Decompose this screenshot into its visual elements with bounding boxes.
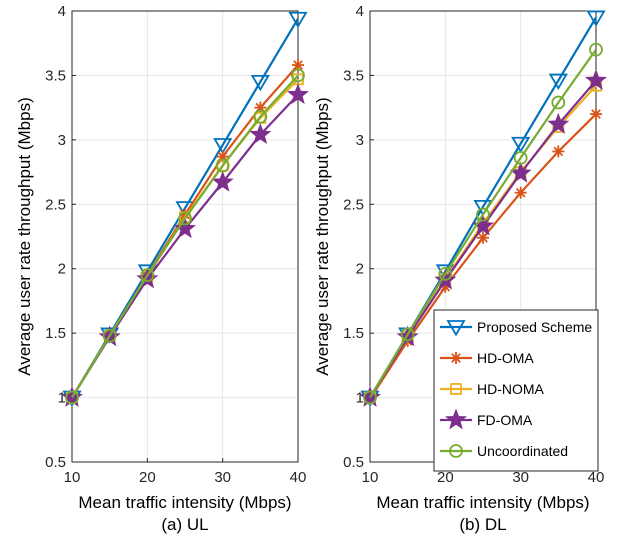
legend-item: Proposed Scheme [440,319,592,337]
legend-label: Uncoordinated [477,443,568,459]
data-point-marker [216,159,229,172]
data-point-marker [174,217,196,239]
series-uncoordinated [65,68,305,405]
data-point-marker [514,186,527,199]
y-axis-label: Average user rate throughput (Mbps) [313,97,332,375]
data-point-marker [215,158,230,173]
series-line [369,49,597,399]
data-point-marker [438,266,453,281]
x-tick-label: 40 [588,469,605,486]
legend-marker [446,320,466,337]
data-point-marker [288,11,308,29]
data-point-marker [250,74,270,92]
data-point-marker [477,231,489,244]
legend-label: FD-OMA [477,412,533,428]
legend-item: HD-NOMA [440,381,545,397]
data-point-marker [65,390,79,405]
x-axis-label: Mean traffic intensity (Mbps) [78,493,291,512]
y-tick-label: 4 [58,3,66,20]
y-axis-label: Average user rate throughput (Mbps) [15,97,34,375]
data-point-marker [363,390,377,405]
legend-label: HD-OMA [477,350,534,366]
x-tick-label: 40 [290,469,307,486]
data-point-marker [548,73,568,90]
data-point-marker [178,211,192,226]
series-line [71,74,299,399]
y-tick-label: 1 [58,390,66,407]
axes-box [71,10,299,463]
data-point-marker [287,83,309,105]
legend: Proposed Scheme HD-OMA HD-NOMA FD-OMA Uncoor… [433,309,599,472]
x-tick-label: 20 [139,469,156,486]
x-tick-label: 20 [437,469,454,486]
x-tick-label: 30 [214,469,231,486]
data-point-marker [585,69,607,90]
data-point-marker [253,109,268,124]
x-axis-label: Mean traffic intensity (Mbps) [376,493,589,512]
data-point-marker [102,328,117,343]
panel-caption: (b) DL [459,515,506,534]
x-tick-label: 30 [512,469,529,486]
legend-marker [445,408,467,430]
data-point-marker [249,123,272,145]
y-tick-label: 1 [356,390,364,407]
y-tick-label: 1.5 [45,325,66,342]
plot-area [72,11,298,462]
data-point-marker [589,42,603,57]
y-tick-label: 2.5 [45,196,66,213]
legend-label: HD-NOMA [477,381,545,397]
y-tick-label: 0.5 [45,454,66,471]
data-point-marker [476,207,490,222]
y-tick-label: 0.5 [343,454,364,471]
x-tick-label: 10 [64,469,81,486]
legend-marker [450,383,462,395]
data-point-marker [547,112,570,134]
panel-caption: (a) UL [161,515,208,534]
y-tick-label: 2.5 [343,196,364,213]
y-tick-label: 4 [356,3,364,20]
data-point-marker [590,108,602,121]
series-uncoordinated [363,42,603,405]
y-tick-label: 1.5 [343,325,364,342]
data-point-marker [513,150,528,165]
legend-item: Uncoordinated [440,443,568,459]
data-point-marker [213,138,233,155]
data-point-marker [586,10,606,27]
chart-panel-dl: 10 20 30 40 0.5 1 1.5 2 2.5 3 3.5 4 Mean traffic int… [313,3,607,534]
legend-item: FD-OMA [440,408,533,430]
data-point-marker [140,268,155,283]
data-point-marker [400,327,415,342]
data-point-marker [291,68,305,83]
y-tick-label: 3.5 [45,67,66,84]
data-point-marker [552,145,565,158]
data-point-marker [211,170,234,192]
data-point-marker [551,95,566,110]
legend-marker [449,444,463,458]
legend-label: Proposed Scheme [477,319,592,335]
data-point-marker [509,161,532,183]
x-tick-label: 10 [362,469,379,486]
y-tick-label: 2 [58,261,66,278]
y-tick-label: 3 [58,132,66,149]
y-tick-label: 3.5 [343,67,364,84]
legend-marker [450,352,462,364]
y-tick-label: 3 [356,132,364,149]
data-point-marker [511,136,531,154]
legend-item: HD-OMA [440,350,534,366]
chart-panel-ul: 10 20 30 40 0.5 1 1.5 2 2.5 3 3.5 4 Mean traffic int… [15,3,309,534]
y-tick-label: 2 [356,261,364,278]
